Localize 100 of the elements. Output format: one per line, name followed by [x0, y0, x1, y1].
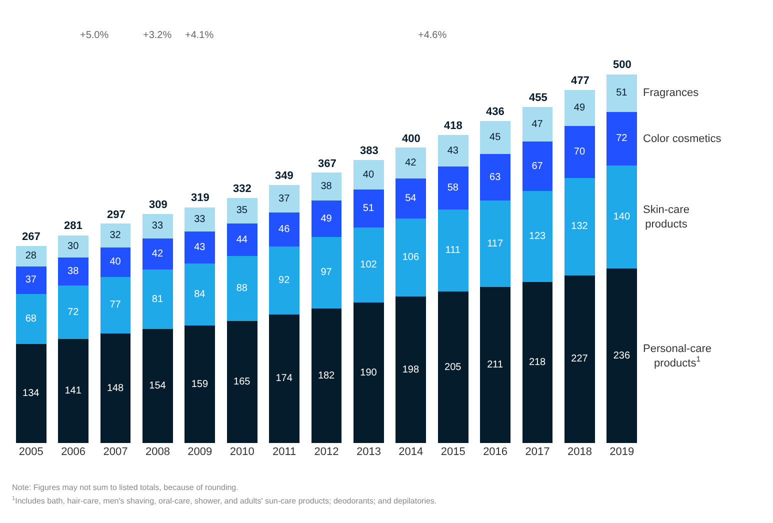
bar — [311, 308, 342, 443]
series-label: Personal-care products$^{1}$ — [643, 343, 712, 370]
bar — [100, 334, 131, 443]
data-label: 218 — [528, 356, 546, 368]
bar — [16, 266, 46, 294]
x-tick-label: 2017 — [525, 446, 550, 458]
data-label: 106 — [402, 252, 420, 264]
data-label: 227 — [571, 354, 588, 365]
series-label: Color cosmetics — [643, 133, 722, 145]
x-tick-label: 2008 — [145, 446, 170, 458]
bar — [438, 210, 468, 292]
data-label: 70 — [574, 146, 586, 158]
bar — [269, 185, 300, 213]
bar — [100, 224, 131, 248]
data-label: 77 — [110, 300, 122, 311]
data-label: 182 — [318, 370, 336, 382]
x-tick-label: 2006 — [61, 446, 86, 458]
data-label: 38 — [68, 266, 80, 278]
text: +4.6% — [418, 30, 447, 41]
total-label: 383 — [360, 145, 378, 157]
series-label: Skin-care products — [643, 204, 690, 230]
data-label: 47 — [532, 118, 544, 130]
bar — [311, 236, 342, 309]
bar — [269, 314, 300, 443]
total-label: 297 — [107, 209, 126, 221]
data-label: 49 — [320, 213, 332, 224]
bar — [58, 235, 88, 258]
x-tick-label: 2005 — [18, 446, 44, 458]
data-label: 97 — [320, 267, 332, 278]
bar — [58, 286, 88, 339]
text: +4.1% — [185, 30, 214, 41]
data-label: 117 — [487, 238, 504, 250]
data-label: 140 — [613, 211, 630, 222]
bar — [58, 258, 88, 286]
data-label: 49 — [574, 102, 586, 114]
data-label: 37 — [278, 193, 290, 204]
bar — [606, 112, 638, 166]
bar — [396, 296, 426, 443]
bar — [480, 154, 510, 201]
data-label: 92 — [278, 274, 290, 286]
bar — [354, 227, 384, 303]
bar — [438, 166, 468, 210]
total-label: 319 — [191, 192, 210, 204]
x-tick-label: 2010 — [230, 446, 254, 458]
data-label: 33 — [194, 214, 206, 226]
bar — [396, 148, 426, 179]
bar — [184, 232, 216, 264]
data-label: 54 — [405, 192, 417, 204]
bar — [522, 106, 553, 142]
bar — [100, 276, 131, 334]
data-label: 43 — [447, 145, 459, 156]
data-label: 141 — [64, 385, 82, 396]
data-label: 102 — [360, 259, 378, 270]
x-tick-label: 2019 — [610, 446, 634, 458]
bar — [142, 269, 173, 330]
bar — [184, 326, 216, 443]
data-label: 148 — [106, 382, 124, 394]
data-label: 123 — [528, 231, 546, 242]
bar — [226, 256, 258, 322]
bar — [226, 321, 258, 443]
total-label: 477 — [571, 75, 590, 87]
data-label: 51 — [616, 88, 628, 99]
bar — [480, 287, 510, 443]
x-tick-label: 2011 — [272, 446, 296, 458]
x-tick-label: 2016 — [483, 446, 508, 458]
data-label: 46 — [278, 224, 290, 236]
text: Note: Figures may not sum to listed totals, because of rounding. — [12, 483, 238, 492]
data-label: 38 — [320, 181, 332, 192]
bar — [226, 198, 258, 224]
bar — [480, 200, 510, 288]
bar — [226, 224, 258, 256]
bar — [564, 275, 595, 443]
bar — [184, 264, 216, 326]
data-label: 132 — [571, 221, 588, 232]
bar — [522, 191, 553, 282]
data-label: 190 — [360, 367, 378, 378]
data-label: 88 — [236, 283, 248, 294]
bar — [184, 207, 216, 232]
data-label: 198 — [402, 364, 420, 376]
text: +3.2% — [143, 30, 172, 41]
total-label: 400 — [402, 133, 420, 145]
bar — [311, 200, 342, 237]
x-tick-label: 2013 — [356, 446, 381, 458]
x-tick-label: 2014 — [398, 446, 424, 458]
bar — [354, 302, 384, 443]
data-label: 58 — [447, 182, 459, 194]
total-label: 418 — [444, 120, 462, 132]
bar — [58, 338, 88, 443]
bar — [564, 126, 595, 178]
data-label: 43 — [194, 242, 206, 254]
data-label: 33 — [152, 220, 164, 232]
bar — [606, 165, 638, 269]
bar — [354, 190, 384, 228]
bar — [606, 268, 638, 443]
data-label: 37 — [25, 274, 37, 286]
bar — [269, 246, 300, 314]
data-label: 42 — [405, 158, 417, 169]
x-tick-label: 2018 — [567, 446, 592, 458]
data-label: 68 — [25, 313, 37, 324]
bar — [142, 214, 173, 238]
